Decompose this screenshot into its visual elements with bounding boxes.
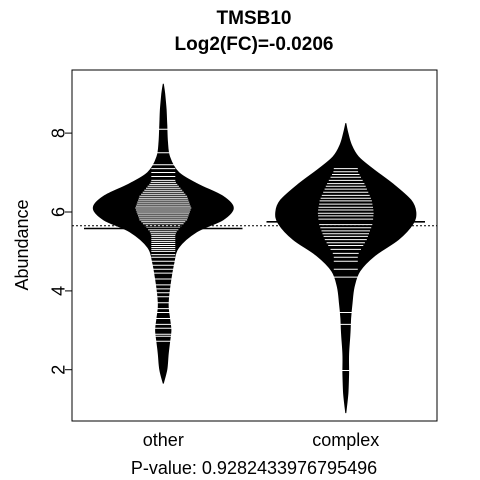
- overlays-layer: [72, 128, 437, 371]
- bean-shape-complex: [275, 123, 417, 414]
- y-axis: 2 4 6 8: [48, 128, 73, 375]
- x-tick-label-complex: complex: [312, 430, 379, 450]
- chart-title: TMSB10: [217, 8, 292, 29]
- chart-subtitle: Log2(FC)=-0.0206: [175, 34, 334, 55]
- y-tick-label-6: 6: [48, 207, 68, 217]
- y-axis-label: Abundance: [12, 199, 32, 290]
- y-tick-label-2: 2: [48, 365, 68, 375]
- x-axis-label: P-value: 0.9282433976795496: [131, 458, 377, 478]
- x-tick-label-other: other: [143, 430, 184, 450]
- beans-layer: [92, 83, 417, 414]
- x-axis: other complex: [143, 430, 380, 450]
- y-tick-label-8: 8: [48, 128, 68, 138]
- y-tick-label-4: 4: [48, 286, 68, 296]
